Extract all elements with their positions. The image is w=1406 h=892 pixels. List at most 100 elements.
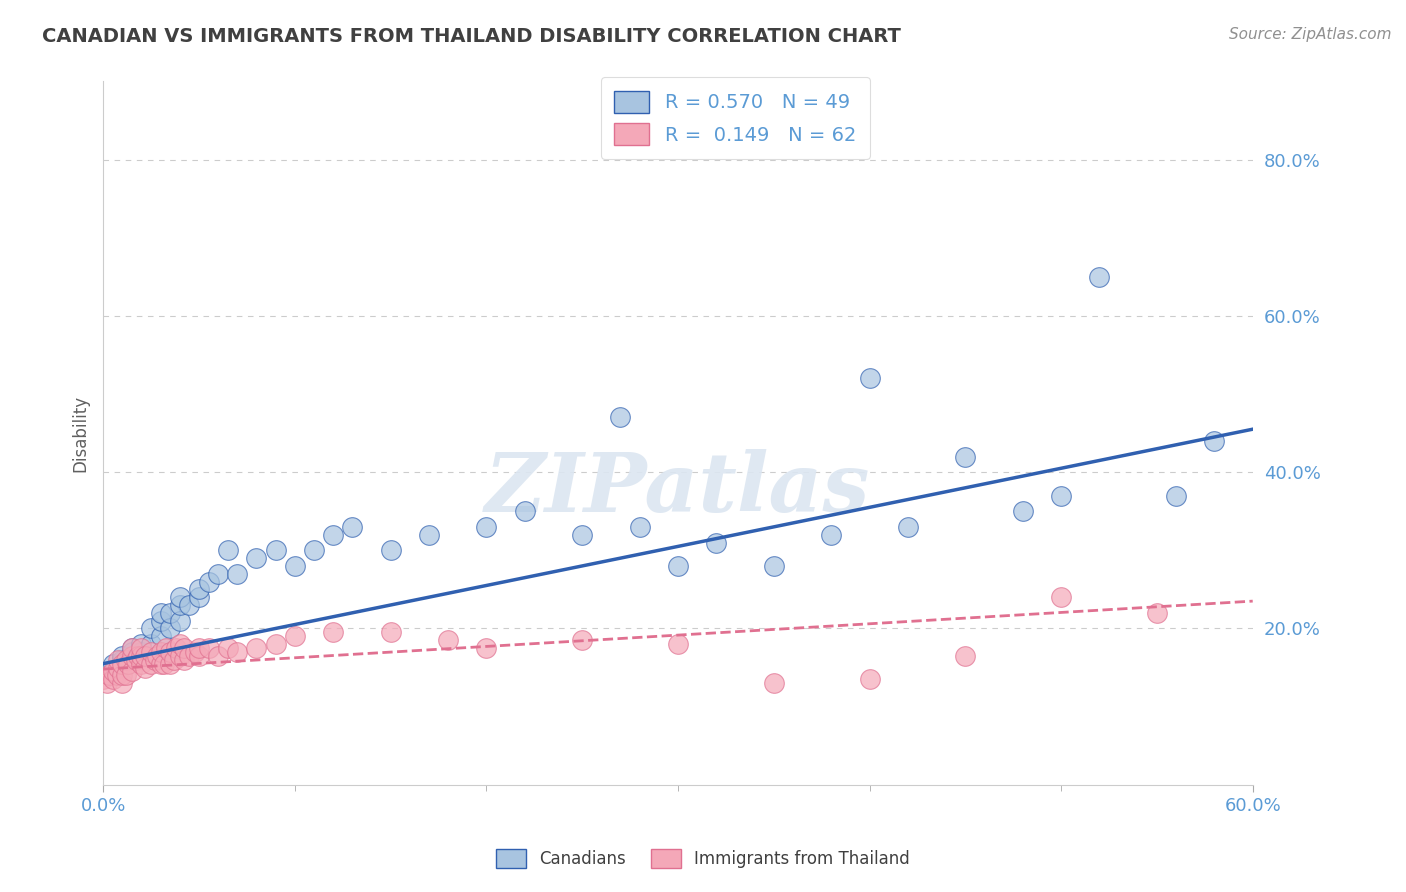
Point — [284, 629, 307, 643]
Point — [666, 637, 689, 651]
Point — [163, 653, 186, 667]
Point — [342, 520, 364, 534]
Point — [197, 640, 219, 655]
Y-axis label: Disability: Disability — [72, 394, 89, 472]
Point — [217, 640, 239, 655]
Point — [165, 640, 187, 655]
Point — [179, 648, 201, 663]
Point — [149, 614, 172, 628]
Point — [704, 535, 727, 549]
Point — [131, 657, 153, 671]
Point — [125, 653, 148, 667]
Point — [169, 614, 191, 628]
Point — [131, 637, 153, 651]
Point — [143, 653, 166, 667]
Point — [245, 640, 267, 655]
Point — [179, 598, 201, 612]
Point — [264, 637, 287, 651]
Point — [127, 648, 149, 663]
Point — [131, 648, 153, 663]
Point — [131, 640, 153, 655]
Point — [96, 676, 118, 690]
Point — [115, 668, 138, 682]
Point — [187, 591, 209, 605]
Point — [1050, 489, 1073, 503]
Point — [1050, 591, 1073, 605]
Legend: R = 0.570   N = 49, R =  0.149   N = 62: R = 0.570 N = 49, R = 0.149 N = 62 — [600, 77, 870, 159]
Point — [105, 668, 128, 682]
Point — [513, 504, 536, 518]
Point — [97, 668, 120, 682]
Point — [226, 566, 249, 581]
Point — [187, 648, 209, 663]
Point — [187, 582, 209, 597]
Point — [169, 591, 191, 605]
Point — [101, 673, 124, 687]
Point — [169, 598, 191, 612]
Point — [159, 622, 181, 636]
Point — [111, 653, 134, 667]
Point — [149, 645, 172, 659]
Point — [111, 648, 134, 663]
Point — [134, 648, 156, 663]
Point — [149, 606, 172, 620]
Point — [111, 668, 134, 682]
Point — [155, 640, 177, 655]
Point — [897, 520, 920, 534]
Point — [1146, 606, 1168, 620]
Point — [207, 566, 229, 581]
Point — [226, 645, 249, 659]
Point — [115, 653, 138, 667]
Point — [475, 520, 498, 534]
Point — [762, 676, 785, 690]
Point — [121, 648, 143, 663]
Point — [217, 543, 239, 558]
Point — [149, 657, 172, 671]
Point — [858, 371, 880, 385]
Point — [955, 450, 977, 464]
Point — [139, 622, 162, 636]
Point — [117, 657, 139, 671]
Point — [322, 527, 344, 541]
Text: ZIPatlas: ZIPatlas — [485, 450, 870, 529]
Point — [1011, 504, 1033, 518]
Point — [169, 648, 191, 663]
Point — [628, 520, 651, 534]
Point — [101, 665, 124, 679]
Point — [302, 543, 325, 558]
Point — [111, 676, 134, 690]
Point — [245, 551, 267, 566]
Point — [153, 657, 176, 671]
Point — [121, 640, 143, 655]
Point — [609, 410, 631, 425]
Point — [173, 640, 195, 655]
Point — [437, 633, 460, 648]
Point — [91, 673, 114, 687]
Point — [418, 527, 440, 541]
Text: Source: ZipAtlas.com: Source: ZipAtlas.com — [1229, 27, 1392, 42]
Point — [380, 625, 402, 640]
Point — [197, 574, 219, 589]
Point — [955, 648, 977, 663]
Point — [111, 657, 134, 671]
Point — [380, 543, 402, 558]
Point — [121, 640, 143, 655]
Point — [139, 637, 162, 651]
Point — [1088, 269, 1111, 284]
Point — [159, 606, 181, 620]
Point — [169, 637, 191, 651]
Point — [131, 645, 153, 659]
Point — [322, 625, 344, 640]
Point — [187, 640, 209, 655]
Point — [820, 527, 842, 541]
Point — [475, 640, 498, 655]
Point — [1204, 434, 1226, 448]
Point — [146, 648, 169, 663]
Point — [139, 657, 162, 671]
Point — [666, 558, 689, 573]
Legend: Canadians, Immigrants from Thailand: Canadians, Immigrants from Thailand — [489, 842, 917, 875]
Point — [571, 633, 593, 648]
Point — [571, 527, 593, 541]
Point — [121, 645, 143, 659]
Point — [284, 558, 307, 573]
